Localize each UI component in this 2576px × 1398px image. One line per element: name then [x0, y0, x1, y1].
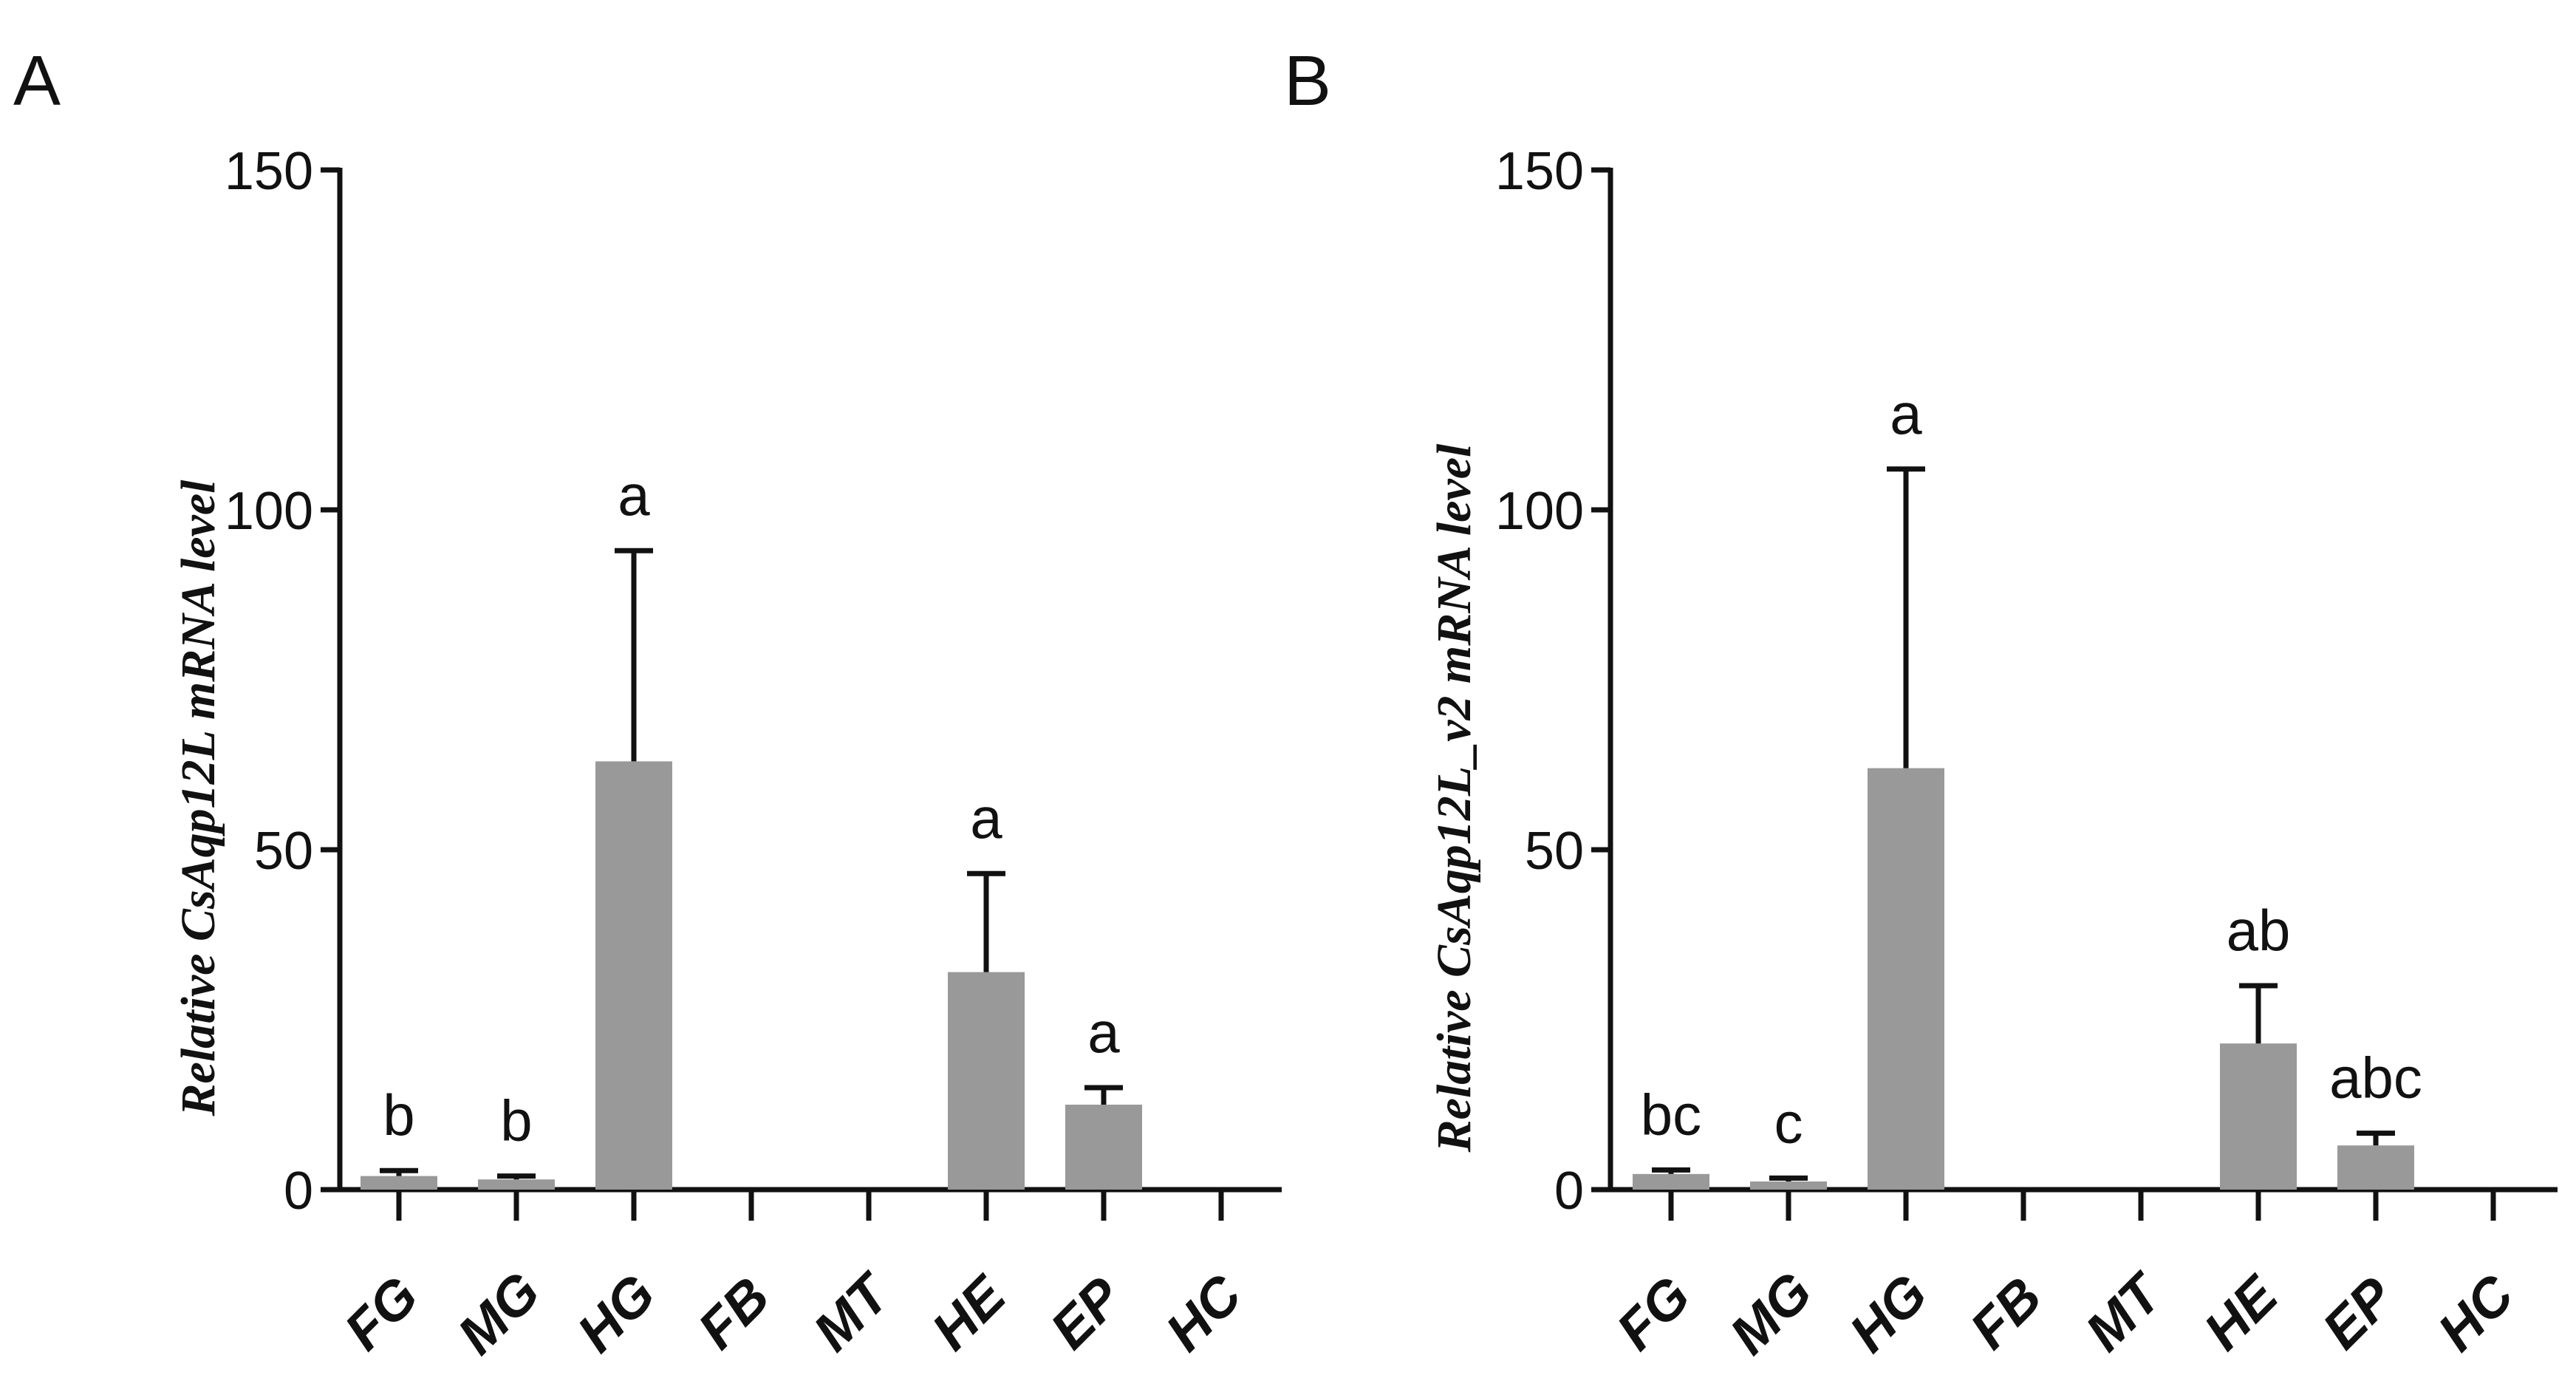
- panel-b-bar-hg: [1868, 768, 1944, 1190]
- panel-a-significance-label-he: a: [970, 785, 1002, 850]
- panel-a-category-label-he: HE: [920, 1263, 1018, 1361]
- panel-a-category-label-hc: HC: [1154, 1263, 1254, 1363]
- panel-a-bar-ep: [1065, 1105, 1142, 1190]
- panel-b-category-label-fb: FB: [1958, 1266, 2053, 1360]
- panel-b-category-label-fg: FG: [1605, 1264, 1701, 1361]
- panel-a-bar-fg: [361, 1176, 437, 1190]
- panel-b-significance-label-mg: c: [1774, 1090, 1803, 1155]
- panel-a-category-label-ep: EP: [1039, 1265, 1134, 1360]
- panel-a-category-label-mg: MG: [445, 1260, 551, 1365]
- panel-b-y-tick-label: 0: [1554, 1162, 1584, 1221]
- panel-a-y-tick-label: 50: [254, 822, 313, 881]
- panel-b-bar-fg: [1633, 1173, 1709, 1190]
- panel-b-category-label-mg: MG: [1718, 1260, 1823, 1365]
- panel-b-bar-he: [2220, 1043, 2297, 1190]
- panel-b-category-label-he: HE: [2192, 1263, 2290, 1361]
- panel-a-bar-he: [948, 972, 1025, 1190]
- panel-b-significance-label-hg: a: [1890, 381, 1922, 446]
- panel-a-category-label-hg: HG: [565, 1262, 666, 1363]
- panel-b-category-label-hg: HG: [1837, 1262, 1938, 1363]
- panel-a-category-label-fg: FG: [332, 1264, 429, 1361]
- panel-b-y-tick-label: 100: [1495, 482, 1584, 541]
- panel-b-significance-label-he: ab: [2227, 898, 2291, 963]
- panel-b-letter: B: [1284, 41, 1331, 120]
- panel-b-y-tick-label: 50: [1525, 822, 1584, 881]
- panel-a-y-tick-label: 0: [284, 1162, 313, 1221]
- panel-a-y-tick-label: 150: [225, 142, 313, 201]
- panel-a-significance-label-ep: a: [1087, 1000, 1120, 1065]
- panel-a-plot-area: 0 50 100 150 FG b MG b HG a FB MT HE a EP a HC: [225, 142, 1282, 1365]
- panel-a-significance-label-hg: a: [618, 463, 650, 528]
- panel-b-bar-ep: [2337, 1145, 2414, 1190]
- panel-b-category-label-ep: EP: [2311, 1265, 2406, 1360]
- panel-b: B Relative CsAqp12L_v2 mRNA level 0 50 100…: [1284, 41, 2558, 1365]
- panel-a-significance-label-fg: b: [383, 1082, 414, 1148]
- panel-a-bar-hg: [595, 761, 672, 1190]
- panel-a: A Relative CsAqp12L mRNA level 0 50 100 150…: [13, 41, 1282, 1365]
- panel-b-category-label-mt: MT: [2074, 1261, 2176, 1363]
- panel-b-significance-label-fg: bc: [1641, 1082, 1701, 1147]
- panel-a-y-tick-label: 100: [225, 482, 313, 541]
- panel-b-y-tick-label: 150: [1495, 142, 1584, 201]
- panel-a-y-axis-label: Relative CsAqp12L mRNA level: [171, 480, 225, 1117]
- panel-b-y-axis-label: Relative CsAqp12L_v2 mRNA level: [1427, 443, 1481, 1153]
- panel-a-significance-label-mg: b: [500, 1088, 532, 1153]
- panel-a-category-label-mt: MT: [802, 1261, 903, 1363]
- panel-b-significance-label-ep: abc: [2329, 1046, 2422, 1111]
- panel-a-bar-mg: [478, 1179, 555, 1190]
- panel-a-letter: A: [13, 41, 61, 120]
- panel-b-category-label-hc: HC: [2426, 1263, 2526, 1363]
- panel-a-category-label-fb: FB: [686, 1266, 781, 1360]
- panel-b-bar-mg: [1750, 1181, 1827, 1190]
- panel-b-plot-area: 0 50 100 150 FG bc MG c HG a FB MT HE ab EP abc HC: [1495, 142, 2558, 1365]
